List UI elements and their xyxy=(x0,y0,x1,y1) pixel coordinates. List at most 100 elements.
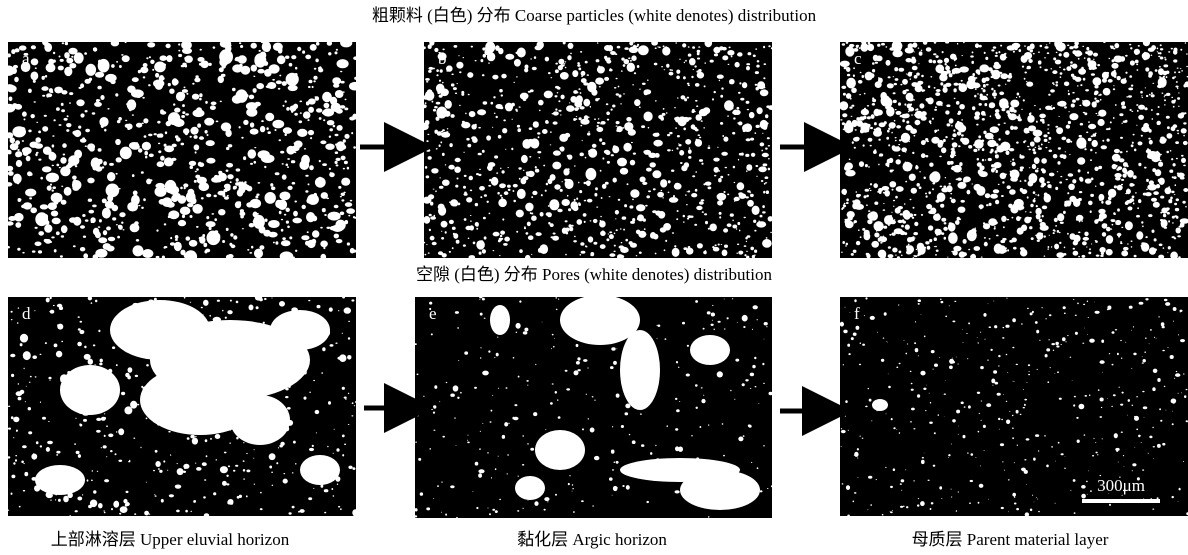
speck xyxy=(211,345,217,351)
speck xyxy=(1056,127,1064,135)
speck xyxy=(278,210,282,215)
speck xyxy=(746,63,751,66)
speck xyxy=(656,458,660,462)
speck xyxy=(859,435,861,437)
speck xyxy=(80,225,85,229)
speck xyxy=(252,220,255,223)
speck xyxy=(900,505,904,508)
speck xyxy=(885,46,888,48)
speck xyxy=(450,199,459,207)
speck xyxy=(996,392,1001,396)
speck xyxy=(492,394,494,396)
speck xyxy=(850,337,854,341)
speck xyxy=(1121,122,1123,124)
speck xyxy=(570,52,572,55)
speck xyxy=(477,152,482,156)
speck xyxy=(1158,76,1162,78)
speck xyxy=(514,60,516,62)
speck xyxy=(1057,213,1065,222)
speck xyxy=(143,198,146,202)
speck xyxy=(466,197,473,203)
speck xyxy=(1175,370,1178,373)
speck xyxy=(704,213,708,216)
speck xyxy=(701,398,706,404)
speck xyxy=(236,436,239,440)
speck xyxy=(1131,195,1135,199)
speck xyxy=(678,366,680,368)
speck xyxy=(1052,70,1058,75)
speck xyxy=(878,122,886,128)
speck xyxy=(161,255,165,258)
speck xyxy=(441,253,447,258)
speck xyxy=(594,192,598,197)
speck xyxy=(217,75,224,84)
speck xyxy=(292,217,303,224)
speck xyxy=(747,424,752,428)
speck xyxy=(63,495,69,503)
speck xyxy=(880,358,885,362)
speck xyxy=(1005,83,1007,85)
speck xyxy=(124,406,133,415)
speck xyxy=(571,490,573,492)
speck xyxy=(480,357,482,359)
speck xyxy=(315,58,319,63)
micrograph: f xyxy=(840,297,1188,516)
speck xyxy=(978,103,982,106)
speck xyxy=(463,125,466,128)
speck xyxy=(497,455,499,457)
speck xyxy=(195,345,198,348)
speck xyxy=(896,366,899,369)
speck xyxy=(559,72,569,80)
speck xyxy=(932,464,936,467)
speck xyxy=(1011,237,1017,243)
speck xyxy=(264,297,267,301)
speck xyxy=(1087,137,1092,142)
speck xyxy=(1048,172,1055,177)
speck xyxy=(756,175,758,177)
speck xyxy=(42,94,46,97)
speck xyxy=(908,97,914,102)
speck xyxy=(327,445,329,448)
speck xyxy=(650,452,653,455)
speck xyxy=(848,353,851,356)
speck xyxy=(76,99,85,107)
micrograph-background xyxy=(840,297,1188,516)
speck xyxy=(1090,193,1094,197)
speck xyxy=(550,402,553,405)
speck xyxy=(885,413,887,415)
speck xyxy=(950,53,957,60)
speck xyxy=(267,234,270,236)
speck xyxy=(883,225,888,229)
speck xyxy=(907,43,914,49)
speck xyxy=(446,128,449,130)
speck xyxy=(1122,167,1127,174)
speck xyxy=(625,403,631,409)
speck xyxy=(992,46,997,49)
speck xyxy=(1016,227,1024,235)
speck xyxy=(470,177,472,179)
speck xyxy=(29,197,32,200)
speck xyxy=(897,146,900,148)
speck xyxy=(1006,185,1011,189)
speck xyxy=(917,254,920,257)
speck xyxy=(320,240,328,248)
speck xyxy=(661,112,666,116)
speck xyxy=(131,89,144,98)
speck xyxy=(279,301,285,307)
speck xyxy=(864,71,873,81)
speck xyxy=(552,121,558,125)
speck xyxy=(566,388,571,391)
speck xyxy=(1051,343,1055,346)
speck xyxy=(572,511,575,513)
speck xyxy=(211,213,215,215)
speck xyxy=(1051,446,1054,448)
speck xyxy=(564,178,569,182)
speck xyxy=(983,313,987,317)
speck xyxy=(932,60,937,64)
speck xyxy=(132,302,139,307)
speck xyxy=(1141,221,1144,224)
speck xyxy=(1056,345,1060,348)
speck xyxy=(13,462,16,465)
speck xyxy=(328,52,332,56)
speck xyxy=(923,387,927,390)
